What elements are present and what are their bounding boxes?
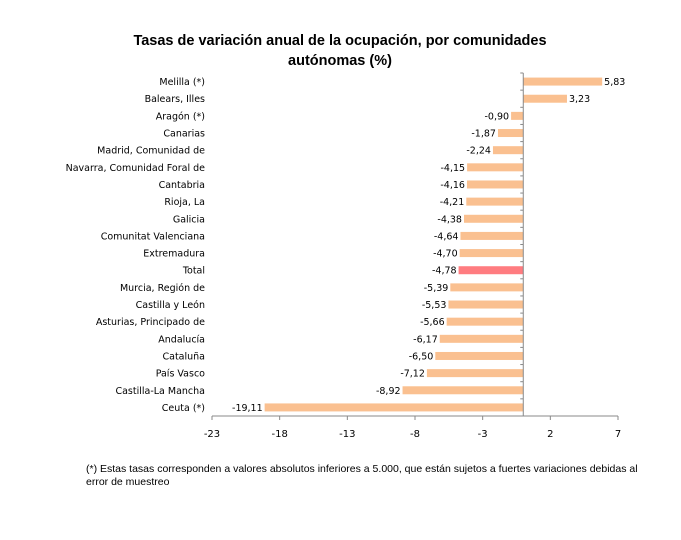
bar [459,249,524,258]
x-tick-label: 7 [615,429,621,440]
x-tick-label: -3 [478,429,488,440]
bar [446,317,524,326]
chart-footnote: (*) Estas tasas corresponden a valores a… [86,463,638,488]
bar [264,403,524,412]
bar [523,94,567,103]
value-label: -4,78 [432,266,457,277]
value-label: -5,66 [420,317,445,328]
x-tick-label: -8 [410,429,420,440]
x-tick-label: 2 [547,429,553,440]
value-label: -4,16 [440,180,465,191]
bar [463,214,524,223]
bar [439,334,524,343]
x-tick-label: -13 [339,429,355,440]
category-label: Comunitat Valenciana [101,231,205,242]
category-label: Navarra, Comunidad Foral de [66,163,206,174]
category-label: Asturias, Principado de [96,317,205,328]
x-tick-label: -18 [271,429,287,440]
category-label: Castilla y León [136,300,205,311]
value-label: -1,87 [471,129,496,140]
value-label: -6,50 [409,351,434,362]
category-label: Cantabria [159,180,205,191]
bar [466,180,524,189]
value-label: -4,70 [433,249,458,260]
bar [426,369,524,378]
value-label: -5,39 [424,283,449,294]
value-label: 3,23 [569,94,590,105]
category-label: Extremadura [143,249,205,260]
category-label: Madrid, Comunidad de [97,146,205,157]
category-label: Andalucía [158,334,205,345]
category-label: Aragón (*) [156,111,205,122]
category-label: Balears, Illes [145,94,205,105]
chart-title: Tasas de variación anual de la ocupación… [133,33,547,69]
value-label: 5,83 [604,77,625,88]
bar [435,351,524,360]
bar [523,77,603,86]
category-label: Rioja, La [164,197,205,208]
category-label: Canarias [163,129,205,140]
category-label: Murcia, Región de [120,283,205,294]
category-label: Melilla (*) [159,77,205,88]
category-label: Cataluña [162,351,205,362]
value-label: -2,24 [466,146,491,157]
value-label: -4,64 [434,231,459,242]
value-label: -19,11 [232,403,263,414]
bar [402,386,524,395]
x-tick-label: -23 [204,429,220,440]
bar [450,283,524,292]
value-label: -7,12 [400,369,425,380]
bar [467,163,524,172]
bar [460,231,524,240]
category-label: Total [182,266,205,277]
bar [497,129,524,138]
value-label: -8,92 [376,386,401,397]
category-label: Galicia [173,214,205,225]
bar [448,300,524,309]
value-label: -6,17 [413,334,438,345]
bar [466,197,524,206]
category-label: Ceuta (*) [162,403,205,414]
bar [492,146,524,155]
category-label: Castilla-La Mancha [115,386,205,397]
value-label: -4,15 [441,163,466,174]
category-label: País Vasco [156,369,205,380]
bar [458,266,524,275]
value-label: -0,90 [484,111,509,122]
value-label: -4,38 [437,214,462,225]
value-label: -4,21 [440,197,465,208]
bar [511,111,524,120]
value-label: -5,53 [422,300,447,311]
